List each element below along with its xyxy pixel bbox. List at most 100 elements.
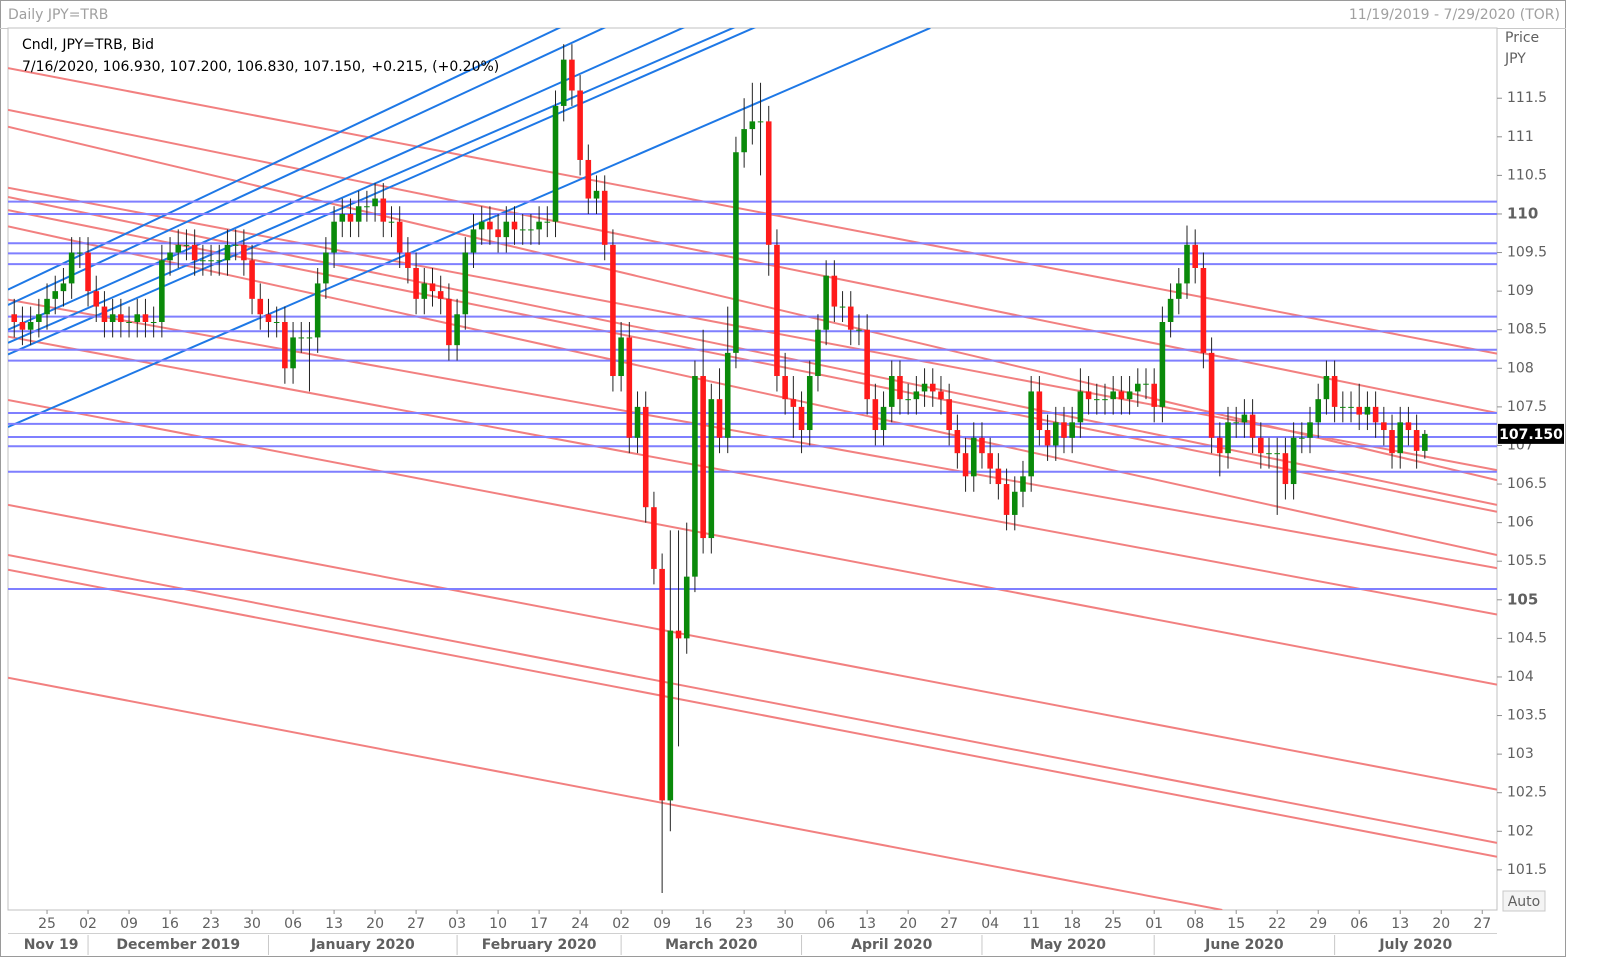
x-tick-label: 01 bbox=[1145, 916, 1163, 932]
candle-body bbox=[1299, 437, 1305, 439]
candle-body bbox=[1192, 244, 1198, 268]
candle-body bbox=[150, 322, 157, 323]
candle-body bbox=[716, 399, 723, 438]
trendline bbox=[8, 28, 562, 291]
candle-body bbox=[1126, 391, 1133, 400]
auto-button[interactable] bbox=[1502, 890, 1546, 912]
candle-body bbox=[36, 314, 42, 322]
x-tick-label: 23 bbox=[202, 916, 220, 932]
month-label: February 2020 bbox=[482, 937, 597, 953]
candle-body bbox=[790, 399, 797, 407]
y-tick-label: 104 bbox=[1507, 669, 1534, 685]
candle-body bbox=[659, 568, 665, 801]
candle-body bbox=[757, 121, 764, 123]
x-tick-label: 27 bbox=[940, 916, 958, 932]
candle-body bbox=[552, 105, 559, 222]
trendline bbox=[8, 335, 1497, 616]
candle-body bbox=[1093, 399, 1100, 401]
candle-body bbox=[1249, 414, 1256, 438]
candle-body bbox=[601, 190, 608, 245]
candle-body bbox=[109, 314, 116, 322]
candle-body bbox=[265, 314, 272, 322]
candle-body bbox=[1003, 484, 1010, 515]
candle-body bbox=[1266, 453, 1272, 455]
x-tick-label: 18 bbox=[1063, 916, 1081, 932]
x-tick-label: 06 bbox=[1350, 916, 1368, 932]
candle-body bbox=[232, 244, 239, 246]
candle-body bbox=[142, 314, 149, 322]
trendline bbox=[8, 676, 1223, 910]
candle-body bbox=[1397, 422, 1404, 454]
candle-body bbox=[839, 306, 846, 308]
candle-body bbox=[1102, 399, 1108, 401]
candle-body bbox=[1135, 383, 1141, 392]
candle-body bbox=[938, 391, 944, 400]
candle-body bbox=[68, 252, 75, 284]
candle-body bbox=[159, 260, 165, 322]
candle-body bbox=[454, 314, 460, 346]
candle-body bbox=[118, 314, 124, 322]
candle-body bbox=[1307, 422, 1313, 438]
candle-body bbox=[1348, 406, 1354, 408]
candle-body bbox=[1151, 383, 1157, 407]
trendline bbox=[8, 568, 1497, 858]
candle-body bbox=[208, 260, 214, 262]
candle-body bbox=[241, 244, 247, 261]
candle-body bbox=[1323, 376, 1330, 400]
candle-body bbox=[1372, 406, 1379, 423]
trendline bbox=[8, 554, 1497, 844]
x-tick-label: 25 bbox=[1104, 916, 1122, 932]
candle-body bbox=[954, 430, 961, 454]
x-tick-label: 13 bbox=[1391, 916, 1409, 932]
candle-body bbox=[314, 283, 321, 338]
candle-body bbox=[487, 221, 493, 230]
month-label: Nov 19 bbox=[24, 937, 79, 953]
candle-body bbox=[478, 221, 485, 230]
candle-body bbox=[446, 298, 452, 346]
x-tick-label: 06 bbox=[817, 916, 835, 932]
last-price-label: 107.150 bbox=[1499, 427, 1563, 443]
candle-body bbox=[560, 59, 567, 106]
candle-body bbox=[872, 399, 879, 431]
x-tick-label: 06 bbox=[284, 916, 302, 932]
candle-body bbox=[437, 291, 444, 299]
candle-body bbox=[700, 376, 706, 539]
candle-body bbox=[634, 406, 641, 438]
legend-values: 7/16/2020, 106.930, 107.200, 106.830, 10… bbox=[22, 59, 365, 75]
auto-button-label[interactable]: Auto bbox=[1508, 894, 1541, 910]
candle-body bbox=[347, 213, 354, 222]
candle-body bbox=[323, 252, 329, 284]
x-tick-label: 27 bbox=[407, 916, 425, 932]
candle-body bbox=[1422, 433, 1428, 451]
candle-body bbox=[774, 244, 780, 377]
candle-body bbox=[273, 322, 280, 323]
trendline bbox=[8, 108, 1497, 415]
y-tick-label: 106 bbox=[1507, 515, 1534, 531]
candle-body bbox=[396, 221, 403, 253]
candle-body bbox=[1405, 422, 1412, 431]
chart-title: Daily JPY=TRB bbox=[8, 7, 108, 23]
x-tick-label: 04 bbox=[981, 916, 999, 932]
candle-body bbox=[306, 337, 313, 339]
month-label: January 2020 bbox=[310, 937, 415, 953]
candle-body bbox=[421, 283, 428, 299]
candle-body bbox=[569, 59, 575, 91]
candle-body bbox=[429, 283, 436, 292]
candle-body bbox=[200, 260, 206, 262]
candle-body bbox=[1315, 399, 1322, 423]
trendline bbox=[8, 125, 1497, 482]
candle-body bbox=[1258, 437, 1264, 454]
candle-body bbox=[733, 152, 739, 353]
candle-body bbox=[888, 376, 895, 407]
y-tick-label: 109.5 bbox=[1507, 245, 1547, 261]
candle-body bbox=[815, 329, 821, 377]
y-tick-label: 103.5 bbox=[1507, 708, 1547, 724]
y-tick-label: 105.5 bbox=[1507, 553, 1547, 569]
date-range: 11/19/2019 - 7/29/2020 (TOR) bbox=[1349, 7, 1560, 23]
y-axis-unit: JPY bbox=[1504, 51, 1526, 67]
y-tick-label: 105 bbox=[1507, 590, 1538, 608]
candle-body bbox=[683, 576, 690, 639]
trendline bbox=[8, 28, 736, 344]
candle-body bbox=[577, 90, 583, 160]
